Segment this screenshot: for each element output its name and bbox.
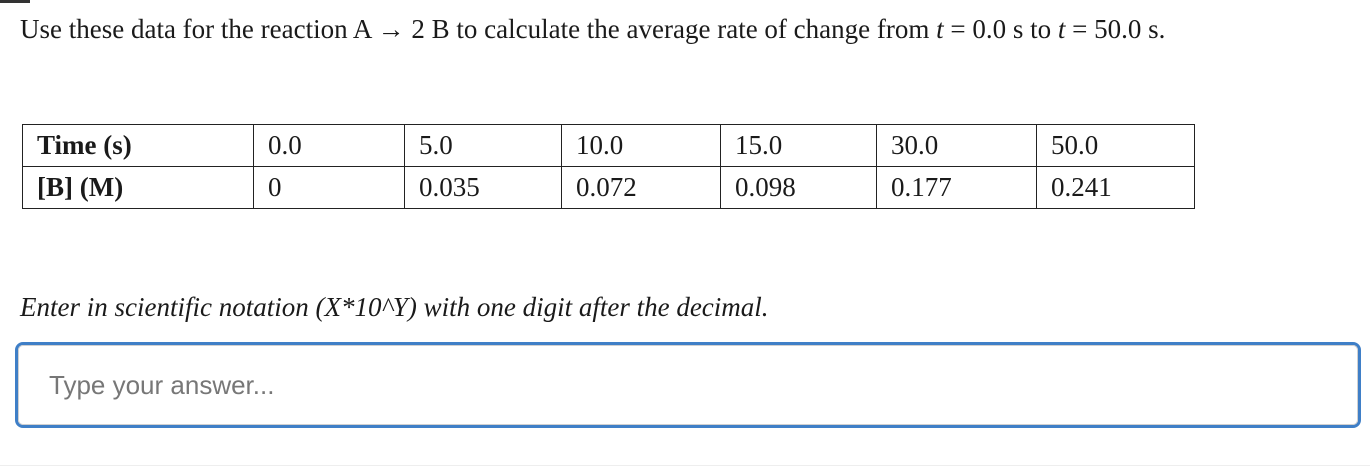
data-table: Time (s) 0.0 5.0 10.0 15.0 30.0 50.0 [B] (M) 0 0.… (22, 124, 1195, 209)
question-text: = 0.0 s to (943, 14, 1058, 44)
table-cell: 0.035 (404, 166, 562, 209)
question-text: Use these data for the reaction A → 2 B … (20, 14, 937, 44)
table-cell: 0.241 (1036, 166, 1195, 209)
table-cell: 0 (253, 166, 405, 209)
table-cell: 0.177 (876, 166, 1037, 209)
instruction: Enter in scientific notation (X*10^Y) wi… (20, 292, 769, 322)
row-header: Time (s) (22, 124, 254, 167)
table-cell: 50.0 (1036, 124, 1195, 167)
table-cell: 0.072 (561, 166, 721, 209)
table-cell: 15.0 (720, 124, 877, 167)
table-cell: 0.0 (253, 124, 405, 167)
row-header: [B] (M) (22, 166, 254, 209)
divider (0, 465, 1370, 466)
table-cell: 5.0 (404, 124, 562, 167)
question: Use these data for the reaction A → 2 B … (20, 8, 1360, 50)
variable: t (1057, 14, 1066, 44)
table-cell: 30.0 (876, 124, 1037, 167)
answer-box (15, 342, 1361, 428)
variable: t (936, 14, 944, 44)
table-row: Time (s) 0.0 5.0 10.0 15.0 30.0 50.0 (22, 124, 1195, 167)
question-text: = 50.0 s. (1065, 14, 1166, 44)
table-row: [B] (M) 0 0.035 0.072 0.098 0.177 0.241 (22, 166, 1195, 209)
top-bar (0, 0, 30, 3)
table-cell: 10.0 (561, 124, 721, 167)
answer-input[interactable] (18, 345, 1358, 425)
table-cell: 0.098 (720, 166, 877, 209)
